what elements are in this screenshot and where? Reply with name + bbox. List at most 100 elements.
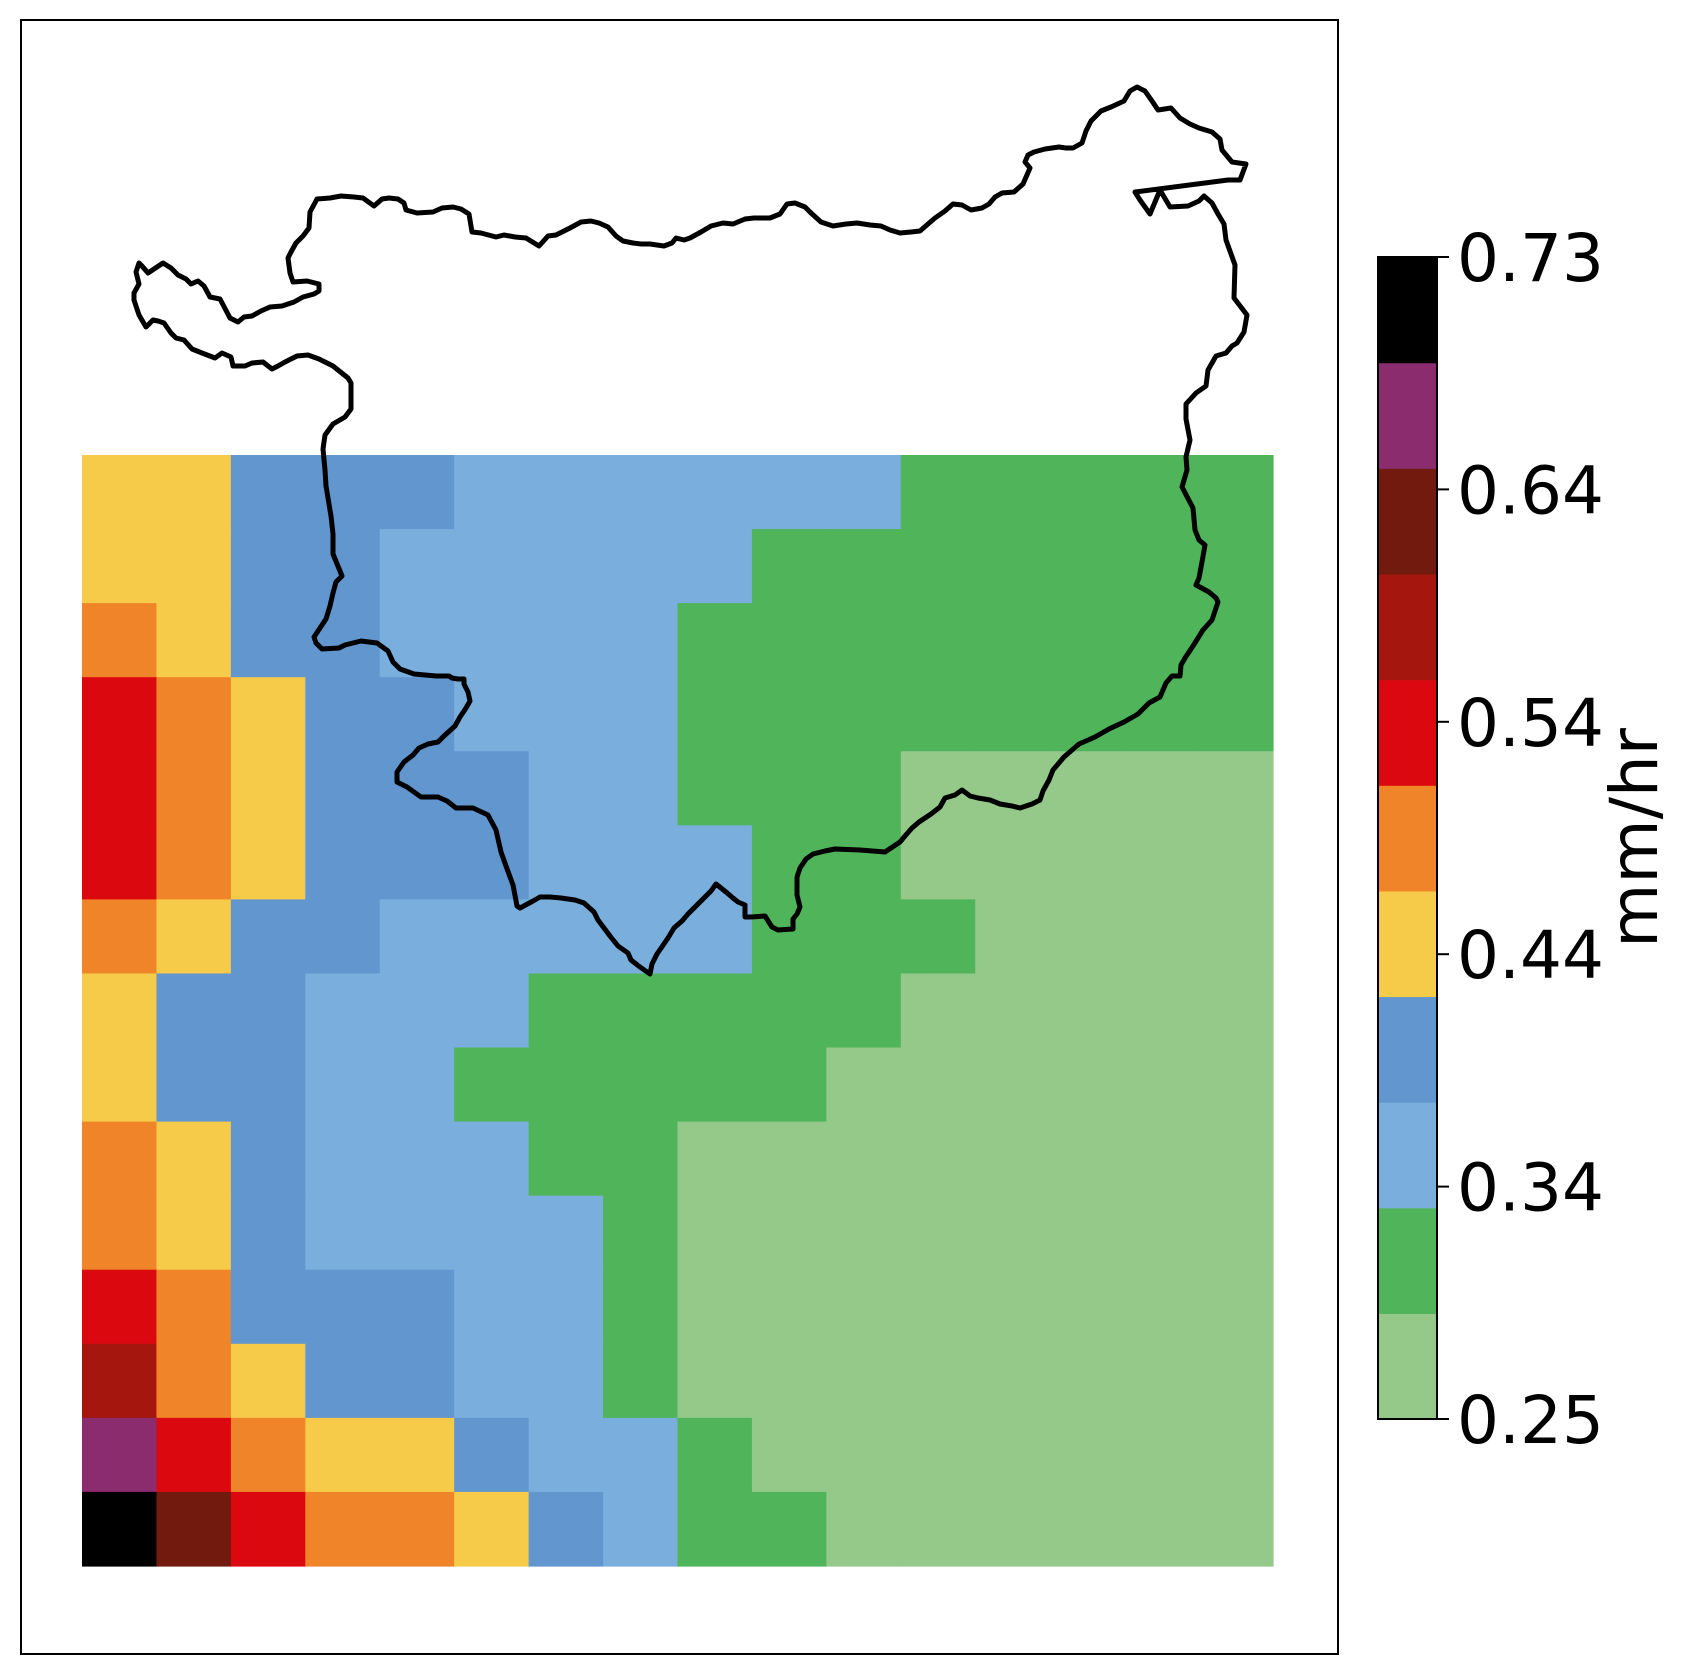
grid-cell (900, 1195, 976, 1271)
grid-cell (1198, 1269, 1274, 1345)
grid-cell (82, 677, 158, 752)
grid-cell (826, 677, 902, 752)
grid-cell (826, 1343, 902, 1419)
grid-cell (1049, 529, 1125, 604)
grid-cell (900, 1491, 976, 1567)
grid-cell (528, 973, 604, 1049)
grid-cell (156, 1121, 232, 1197)
colorbar-tick-label: 0.34 (1457, 1150, 1604, 1227)
grid-cell (82, 751, 158, 826)
grid-cell (603, 1195, 679, 1271)
grid-cell (82, 529, 158, 604)
grid-cell (305, 899, 381, 975)
grid-cell (82, 973, 158, 1049)
grid-cell (305, 1417, 381, 1493)
grid-cell (454, 603, 530, 678)
grid-cell (900, 1269, 976, 1345)
precipitation-grid (82, 455, 1274, 1567)
grid-cell (677, 677, 753, 752)
grid-cell (379, 751, 455, 826)
colorbar-segment (1378, 468, 1437, 575)
grid-cell (1049, 899, 1125, 975)
grid-cell (528, 1417, 604, 1493)
grid-cell (230, 825, 306, 900)
grid-cell (1198, 973, 1274, 1049)
grid-cell (82, 1417, 158, 1493)
grid-cell (528, 1195, 604, 1271)
grid-cell (975, 603, 1051, 678)
grid-cell (751, 1491, 827, 1567)
grid-cell (379, 1269, 455, 1345)
grid-cell (528, 455, 604, 530)
colorbar-frame (1377, 256, 1438, 1420)
grid-cell (603, 751, 679, 826)
grid-cell (1124, 1047, 1200, 1123)
grid-cell (82, 1047, 158, 1123)
grid-cell (603, 455, 679, 530)
grid-cell (751, 1121, 827, 1197)
grid-cell (751, 603, 827, 678)
grid-cell (1198, 1195, 1274, 1271)
colorbar-tick-label: 0.44 (1457, 917, 1604, 994)
grid-cell (379, 1047, 455, 1123)
grid-cell (826, 1491, 902, 1567)
grid-cell (826, 529, 902, 604)
grid-cell (751, 899, 827, 975)
grid-cell (1198, 455, 1274, 530)
grid-cell (677, 751, 753, 826)
grid-cell (379, 677, 455, 752)
grid-cell (1124, 1491, 1200, 1567)
colorbar-segment (1378, 573, 1437, 681)
grid-cell (1124, 899, 1200, 975)
grid-cell (975, 1121, 1051, 1197)
grid-cell (751, 455, 827, 530)
grid-cell (1049, 455, 1125, 530)
grid-cell (454, 973, 530, 1049)
grid-cell (230, 1269, 306, 1345)
grid-cell (603, 899, 679, 975)
grid-cell (305, 677, 381, 752)
grid-cell (826, 1121, 902, 1197)
grid-cell (603, 825, 679, 900)
grid-cell (826, 1269, 902, 1345)
grid-cell (305, 1195, 381, 1271)
grid-cell (1124, 1417, 1200, 1493)
grid-cell (156, 1269, 232, 1345)
grid-cell (454, 1343, 530, 1419)
grid-cell (1049, 603, 1125, 678)
grid-cell (230, 529, 306, 604)
grid-cell (528, 1047, 604, 1123)
grid-cell (305, 825, 381, 900)
grid-cell (751, 1047, 827, 1123)
grid-cell (1124, 603, 1200, 678)
grid-cell (1124, 1269, 1200, 1345)
grid-cell (454, 751, 530, 826)
grid-cell (1198, 825, 1274, 900)
grid-cell (900, 825, 976, 900)
grid-cell (156, 973, 232, 1049)
grid-cell (82, 1491, 158, 1567)
grid-cell (305, 1343, 381, 1419)
grid-cell (900, 1417, 976, 1493)
grid-cell (379, 899, 455, 975)
grid-cell (975, 529, 1051, 604)
grid-cell (156, 455, 232, 530)
grid-cell (230, 751, 306, 826)
grid-cell (1198, 603, 1274, 678)
grid-cell (528, 677, 604, 752)
grid-cell (975, 825, 1051, 900)
grid-cell (1049, 1343, 1125, 1419)
grid-cell (751, 1343, 827, 1419)
grid-cell (305, 1269, 381, 1345)
grid-cell (454, 825, 530, 900)
grid-cell (603, 973, 679, 1049)
grid-cell (975, 751, 1051, 826)
grid-cell (156, 751, 232, 826)
grid-cell (603, 1047, 679, 1123)
grid-cell (230, 1121, 306, 1197)
colorbar-segment (1378, 1102, 1437, 1209)
grid-cell (305, 1047, 381, 1123)
colorbar-segment (1378, 890, 1437, 998)
grid-cell (1049, 1269, 1125, 1345)
grid-cell (305, 1121, 381, 1197)
